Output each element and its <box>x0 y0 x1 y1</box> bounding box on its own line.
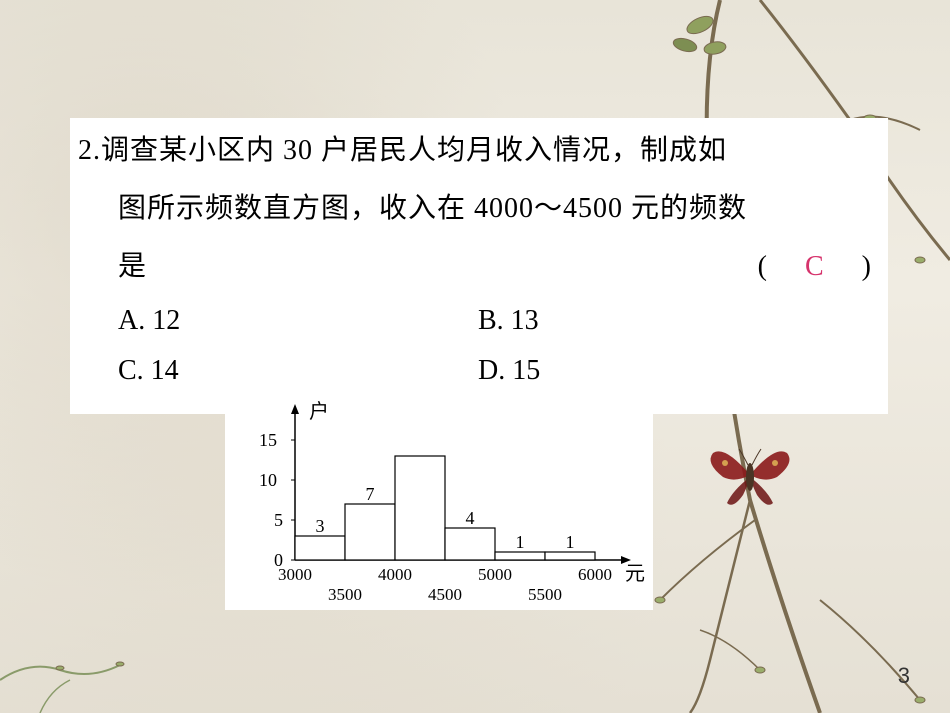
page-number: 3 <box>898 663 910 689</box>
ytick-5: 5 <box>274 510 283 530</box>
xtick-2: 4000 <box>378 565 412 584</box>
option-d: D. 15 <box>478 346 540 396</box>
bar-label-5: 1 <box>566 532 575 552</box>
bar-label-1: 7 <box>366 484 375 504</box>
y-axis-label: 户 <box>309 400 329 423</box>
question-number: 2. <box>78 135 101 166</box>
butterfly-decoration <box>705 435 795 515</box>
question-panel: 2.调查某小区内 30 户居民人均月收入情况，制成如 图所示频数直方图，收入在 … <box>70 118 888 414</box>
xtick-6: 6000 <box>578 565 612 584</box>
histogram-chart: 0 5 10 15 户 元 3 7 4 1 1 3000 3500 4000 4… <box>225 400 653 610</box>
ytick-15: 15 <box>259 430 277 450</box>
question-line-2: 图所示频数直方图，收入在 4000～4500 元的频数 <box>78 180 880 238</box>
xtick-0: 3000 <box>278 565 312 584</box>
xtick-5: 5500 <box>528 585 562 604</box>
bar-label-0: 3 <box>316 516 325 536</box>
option-a: A. 12 <box>118 296 478 346</box>
xtick-4: 5000 <box>478 565 512 584</box>
xtick-3: 4500 <box>428 585 462 604</box>
question-line-1: 2.调查某小区内 30 户居民人均月收入情况，制成如 <box>78 122 880 180</box>
options-row-1: A. 12 B. 13 <box>78 296 880 346</box>
option-c: C. 14 <box>118 346 478 396</box>
option-b: B. 13 <box>478 296 539 346</box>
question-text-3: 是 <box>118 238 147 296</box>
options-row-2: C. 14 D. 15 <box>78 346 880 396</box>
bar-label-3: 4 <box>466 508 475 528</box>
question-line-3: 是 ( C ) <box>78 238 880 296</box>
answer-bracket: ( C ) <box>758 238 872 296</box>
xtick-1: 3500 <box>328 585 362 604</box>
ytick-10: 10 <box>259 470 277 490</box>
question-text-1: 调查某小区内 30 户居民人均月收入情况，制成如 <box>101 135 727 166</box>
answer-letter: C <box>797 251 833 282</box>
bar-label-4: 1 <box>516 532 525 552</box>
histogram-panel: 0 5 10 15 户 元 3 7 4 1 1 3000 3500 4000 4… <box>225 400 653 610</box>
x-axis-label: 元 <box>625 563 645 585</box>
